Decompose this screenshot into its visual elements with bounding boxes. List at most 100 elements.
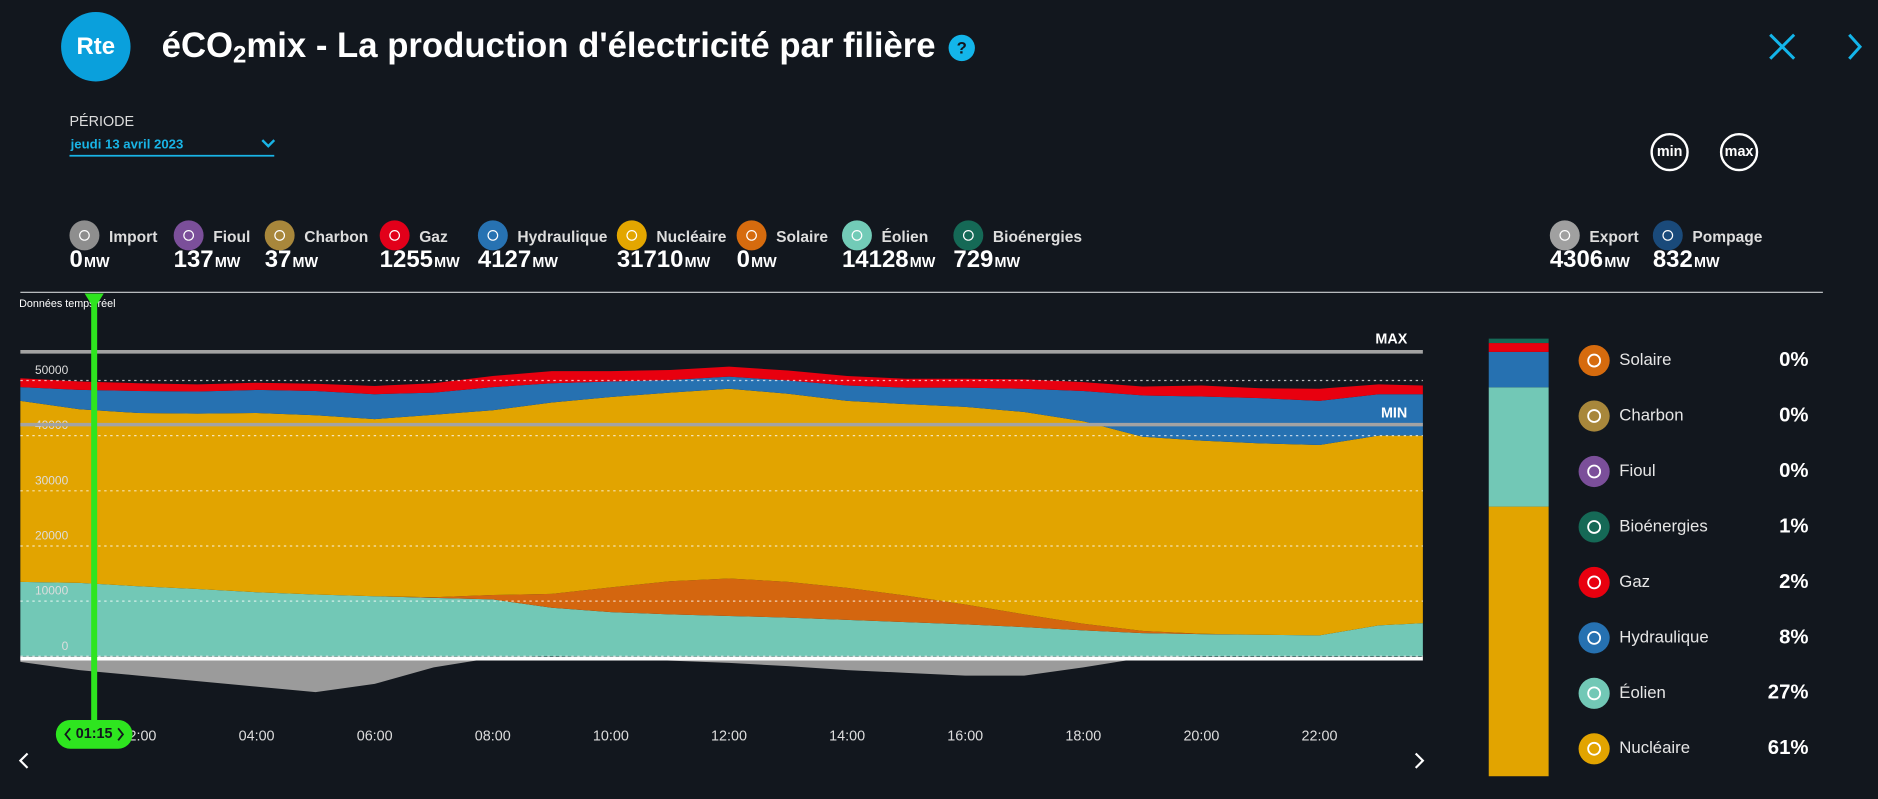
min-button[interactable] xyxy=(1650,132,1689,172)
stat-number: 1255 xyxy=(379,246,433,274)
stat-label: Charbon xyxy=(304,227,369,246)
title-end: mix - La production d'électricité par fi… xyxy=(246,27,935,65)
y-tick-label: 50000 xyxy=(35,363,69,377)
share-segment xyxy=(1488,387,1549,507)
stat-item: Gaz 1255MW xyxy=(379,220,488,275)
area-series xyxy=(20,388,1423,636)
stat-icon xyxy=(953,220,984,251)
max-button[interactable] xyxy=(1719,132,1759,172)
legend-icon xyxy=(1578,677,1610,709)
stat-label: Nucléaire xyxy=(656,227,727,246)
legend-value: 2% xyxy=(1779,571,1808,593)
time-prev[interactable] xyxy=(64,727,71,741)
x-tick-label: 06:00 xyxy=(357,729,393,745)
stat-value: 137MW xyxy=(174,247,241,275)
legend-value: 0% xyxy=(1779,404,1808,426)
legend-icon-glyph xyxy=(1587,686,1602,701)
stat-label: Fioul xyxy=(213,227,251,246)
stat-label: Hydraulique xyxy=(517,227,608,246)
stat-number: 31710 xyxy=(616,246,684,274)
x-tick-label: 12:00 xyxy=(711,729,747,745)
prev-day[interactable] xyxy=(18,752,29,769)
stat-value: 4127MW xyxy=(478,247,558,275)
stat-unit: MW xyxy=(1693,253,1720,271)
max-text: max xyxy=(1725,144,1754,160)
x-tick-label: 20:00 xyxy=(1183,729,1219,745)
legend-value: 1% xyxy=(1779,515,1808,537)
legend-icon xyxy=(1578,455,1610,488)
stat-label: Éolien xyxy=(881,227,929,246)
help-button[interactable] xyxy=(948,34,975,62)
stat-item: Solaire 0MW xyxy=(736,220,845,275)
stat-icon xyxy=(379,220,410,251)
share-segment xyxy=(1488,351,1549,388)
stat-number: 0 xyxy=(69,246,83,274)
legend-icon xyxy=(1578,400,1610,432)
legend-icon-glyph xyxy=(1587,630,1602,645)
legend-name: Hydraulique xyxy=(1619,627,1708,646)
legend-icon-glyph xyxy=(1587,464,1602,479)
legend-name: Fioul xyxy=(1619,461,1655,480)
stat-item: Éolien 14128MW xyxy=(841,220,950,275)
stat-unit: MW xyxy=(83,253,110,271)
area-series xyxy=(20,581,1423,657)
close-button[interactable] xyxy=(1769,33,1796,60)
legend-name: Charbon xyxy=(1619,405,1683,424)
next-day[interactable] xyxy=(1414,752,1425,769)
stat-number: 14128 xyxy=(841,246,909,274)
stat-icon xyxy=(173,220,204,251)
stat-unit: MW xyxy=(1604,253,1630,271)
stat-unit: MW xyxy=(684,253,711,271)
time-next[interactable] xyxy=(117,727,125,741)
legend-value: 0% xyxy=(1779,349,1808,371)
period-dropdown[interactable] xyxy=(261,139,276,148)
time-label: 01:15 xyxy=(76,726,113,742)
stat-label: Solaire xyxy=(776,227,829,246)
y-tick-label: 0 xyxy=(62,639,69,653)
stat-label: Gaz xyxy=(419,227,448,246)
x-tick-label: 04:00 xyxy=(239,729,275,745)
legend-name: Nucléaire xyxy=(1619,738,1690,757)
legend-value: 0% xyxy=(1779,460,1808,482)
legend-icon xyxy=(1578,344,1610,377)
next-panel[interactable] xyxy=(1848,33,1863,60)
x-tick-label: 14:00 xyxy=(829,729,865,745)
legend-icon-glyph xyxy=(1587,409,1602,423)
time-pill[interactable] xyxy=(55,719,133,749)
max-label: MAX xyxy=(1375,332,1407,348)
stat-icon xyxy=(736,220,767,251)
legend-name: Gaz xyxy=(1619,572,1650,591)
stat-value: 729MW xyxy=(953,247,1020,275)
stat-label: Pompage xyxy=(1692,227,1763,246)
stat-value: 4306MW xyxy=(1550,247,1630,275)
stat-unit: MW xyxy=(214,253,241,271)
area-series xyxy=(20,656,1423,693)
stat-icon xyxy=(1652,220,1683,251)
share-segment xyxy=(1488,506,1549,777)
stat-item: Hydraulique 4127MW xyxy=(477,220,607,275)
stat-unit: MW xyxy=(751,253,777,271)
help-text: ? xyxy=(957,39,967,58)
area-series xyxy=(20,578,1423,636)
legend-icon-glyph xyxy=(1587,741,1602,756)
area-series xyxy=(20,376,1423,446)
stat-value: 14128MW xyxy=(842,247,935,275)
legend-value: 27% xyxy=(1768,682,1809,704)
stat-icon xyxy=(616,220,647,251)
title-sub: 2 xyxy=(233,42,246,69)
period-label: PÉRIODE xyxy=(69,113,134,130)
logo[interactable] xyxy=(61,11,131,82)
y-tick-label: 20000 xyxy=(35,529,69,543)
stat-icon xyxy=(841,220,872,251)
legend-value: 8% xyxy=(1779,626,1808,648)
period-value[interactable]: jeudi 13 avril 2023 xyxy=(70,136,184,151)
chart-subtitle: Données temps réel xyxy=(19,298,115,310)
stat-icon xyxy=(1549,220,1580,251)
stat-item: Import 0MW xyxy=(69,220,177,275)
stat-item: Fioul 137MW xyxy=(173,220,282,275)
area-series xyxy=(20,366,1423,401)
stat-number: 37 xyxy=(264,246,292,274)
stat-icon xyxy=(264,220,295,251)
